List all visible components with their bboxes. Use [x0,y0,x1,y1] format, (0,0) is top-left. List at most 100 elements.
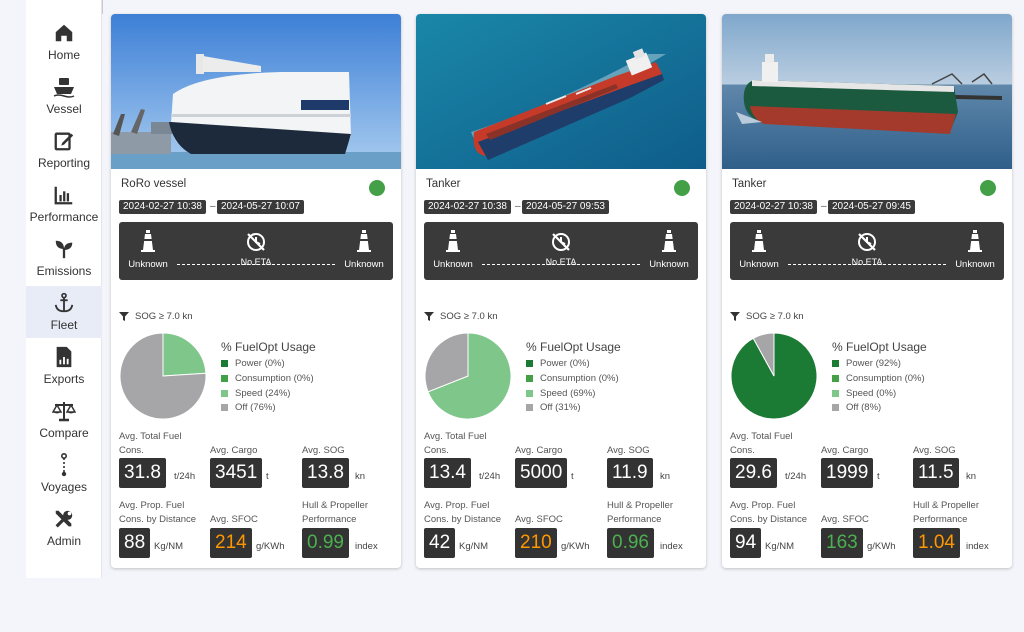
sog-filter[interactable]: SOG ≥ 7.0 kn [730,311,804,322]
status-indicator [674,180,690,196]
nav-admin[interactable]: Admin [26,502,102,554]
departure-label: Unknown [128,259,168,270]
eta-label: No ETA [851,257,883,267]
sfoc-unit: g/KWh [561,541,590,552]
voyage-icon [57,452,71,478]
nav-home[interactable]: Home [26,16,102,68]
hull-label: Hull & Propeller [302,500,368,511]
route-line [177,264,335,265]
lighthouse-icon [446,230,460,252]
vessel-type: RoRo vessel [121,178,187,190]
filter-icon [424,312,434,321]
fuel-value: 13.4 [424,458,471,488]
vessel-card[interactable]: Tanker 2024-02-27 10:38 – 2024-05-27 09:… [722,14,1012,568]
nav-voyages[interactable]: Voyages [26,448,102,500]
eta: No ETA [231,232,281,267]
sog-value: 13.8 [302,458,349,488]
hull-value: 0.96 [607,528,654,558]
vessel-type: Tanker [732,178,767,190]
arrival-label: Unknown [344,259,384,270]
date-separator: – [515,201,521,212]
no-eta-icon [247,233,265,251]
tools-icon [53,506,75,532]
hull-label-2: Performance [302,514,357,525]
nav-label: Fleet [50,318,78,332]
nav-reporting[interactable]: Reporting [26,124,102,176]
eta-label: No ETA [240,257,272,267]
legend-power: Power (92%) [832,358,901,369]
departure-label: Unknown [739,259,779,270]
nav-label: Reporting [37,156,91,170]
sfoc-value: 163 [821,528,863,558]
sidebar-nav: Home Vessel Reporting Performance Emissi… [26,0,103,578]
departure-port: Unknown [734,230,784,270]
cargo-label: Avg. Cargo [821,445,869,456]
cargo-value: 3451 [210,458,263,488]
prop-unit: Kg/NM [765,541,795,552]
prop-label-2: Cons. by Distance [424,514,502,525]
legend-swatch [832,375,839,382]
departure-port: Unknown [123,230,173,270]
vessel-icon [52,74,76,100]
fuel-value: 31.8 [119,458,166,488]
lighthouse-icon [357,230,371,252]
sog-filter[interactable]: SOG ≥ 7.0 kn [424,311,498,322]
lighthouse-icon [752,230,766,252]
nav-label: Admin [46,534,81,548]
home-icon [53,20,75,46]
hull-label: Hull & Propeller [913,500,979,511]
prop-label: Avg. Prop. Fuel [730,500,796,511]
date-separator: – [210,201,216,212]
sfoc-value: 210 [515,528,557,558]
fuel-label: Avg. Total Fuel Cons. [119,431,182,456]
legend-speed: Speed (69%) [526,388,595,399]
cargo-unit: t [877,471,880,482]
sfoc-unit: g/KWh [867,541,896,552]
prop-label: Avg. Prop. Fuel [424,500,490,511]
nav-label: Vessel [46,102,82,116]
end-date: 2024-05-27 10:07 [217,200,304,214]
start-date: 2024-02-27 10:38 [424,200,511,214]
sfoc-unit: g/KWh [256,541,285,552]
prop-unit: Kg/NM [459,541,489,552]
nav-exports[interactable]: Exports [26,340,102,392]
legend-swatch [526,404,533,411]
fuel-unit: t/24h [479,471,501,482]
nav-vessel[interactable]: Vessel [26,70,102,122]
legend-label: Speed (24%) [235,388,291,399]
nav-compare[interactable]: Compare [26,394,102,446]
hull-label: Hull & Propeller [607,500,673,511]
fuelopt-pie-chart [119,332,207,420]
report-icon [54,344,74,370]
vessel-card[interactable]: RoRo vessel 2024-02-27 10:38 – 2024-05-2… [111,14,401,568]
anchor-icon [53,290,75,316]
prop-value: 88 [119,528,151,558]
pie-slice-off [119,332,207,420]
legend-label: Consumption (0%) [235,373,314,384]
lighthouse-icon [141,230,155,252]
vessel-photo [416,14,706,169]
sog-filter[interactable]: SOG ≥ 7.0 kn [119,311,193,322]
edit-icon [53,128,75,154]
prop-unit: Kg/NM [154,541,184,552]
sfoc-label: Avg. SFOC [210,514,258,525]
sprout-icon [53,236,75,262]
nav-emissions[interactable]: Emissions [26,232,102,284]
hull-value: 0.99 [302,528,349,558]
fuel-unit: t/24h [785,471,807,482]
filter-label: SOG ≥ 7.0 kn [135,311,193,322]
legend-swatch [221,404,228,411]
bar-chart-icon [53,182,75,208]
legend-power: Power (0%) [221,358,285,369]
legend-label: Power (0%) [540,358,590,369]
nav-fleet[interactable]: Fleet [26,286,102,338]
eta-label: No ETA [545,257,577,267]
prop-label-2: Cons. by Distance [730,514,808,525]
legend-swatch [832,404,839,411]
nav-performance[interactable]: Performance [26,178,102,230]
vessel-card[interactable]: Tanker 2024-02-27 10:38 – 2024-05-27 09:… [416,14,706,568]
date-separator: – [821,201,827,212]
sog-label: Avg. SOG [607,445,650,456]
vessel-photo [722,14,1012,169]
filter-label: SOG ≥ 7.0 kn [746,311,804,322]
